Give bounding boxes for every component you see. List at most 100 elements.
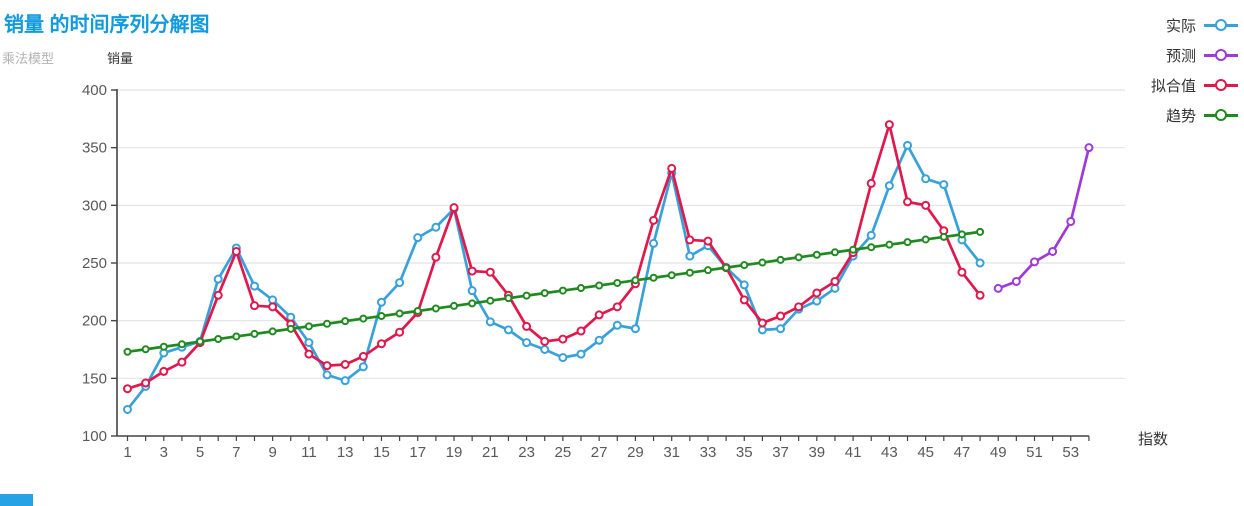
data-point-trend (703, 266, 712, 275)
x-tick-label: 27 (591, 444, 608, 461)
data-point-forecast (1030, 257, 1039, 267)
x-tick-label: 11 (301, 444, 317, 461)
data-point-fitted (159, 366, 169, 376)
data-point-actual (739, 280, 749, 290)
data-point-forecast (1066, 216, 1076, 226)
data-point-trend (812, 250, 821, 259)
data-point-trend (830, 248, 839, 257)
data-point-fitted (376, 339, 386, 349)
data-point-trend (450, 301, 459, 310)
data-point-actual (358, 362, 368, 372)
x-tick-label: 29 (627, 444, 644, 461)
data-point-trend (286, 324, 295, 333)
data-point-actual (485, 317, 495, 327)
x-tick-label: 25 (555, 444, 572, 461)
data-point-trend (268, 327, 277, 336)
data-point-fitted (358, 351, 368, 361)
data-point-fitted (213, 290, 223, 300)
data-point-trend (577, 284, 585, 293)
data-point-trend (214, 335, 223, 344)
data-point-trend (250, 329, 259, 338)
data-point-trend (413, 306, 422, 315)
x-tick-label: 33 (700, 444, 717, 461)
data-point-trend (558, 286, 567, 295)
data-point-fitted (340, 359, 350, 369)
data-point-fitted (522, 321, 532, 331)
data-point-trend (740, 261, 749, 270)
data-point-actual (558, 353, 568, 363)
data-point-trend (304, 322, 313, 331)
data-point-fitted (540, 336, 550, 346)
data-point-trend (341, 317, 350, 326)
x-tick-label: 17 (409, 444, 426, 461)
data-point-actual (903, 140, 913, 150)
data-point-fitted (304, 349, 314, 359)
chart-title: 销量 的时间序列分解图 (4, 14, 210, 36)
data-point-trend (885, 240, 894, 249)
data-point-trend (177, 340, 186, 349)
data-point-trend (522, 291, 531, 300)
data-point-trend (957, 230, 966, 239)
legend-item-forecast[interactable]: 预测 (1151, 40, 1238, 70)
data-point-trend (722, 263, 731, 272)
data-point-fitted (667, 163, 677, 173)
y-tick-label: 400 (82, 82, 107, 99)
data-point-forecast (1084, 143, 1094, 153)
data-point-trend (123, 347, 132, 356)
series-forecast (993, 143, 1094, 293)
data-point-fitted (884, 120, 894, 130)
x-tick-label: 19 (446, 444, 463, 461)
data-point-fitted (812, 288, 822, 298)
series-line-forecast (997, 147, 1091, 290)
data-point-fitted (794, 302, 804, 312)
data-point-trend (939, 232, 948, 241)
data-point-fitted (975, 290, 985, 300)
legend-label-actual: 实际 (1165, 17, 1196, 35)
data-point-trend (613, 278, 622, 287)
legend-item-fitted[interactable]: 拟合值 (1151, 70, 1238, 100)
x-tick-label: 49 (990, 444, 1007, 461)
legend-item-trend[interactable]: 趋势 (1151, 100, 1238, 130)
data-point-trend (468, 299, 477, 308)
data-point-trend (141, 345, 150, 354)
legend-item-actual[interactable]: 实际 (1151, 10, 1238, 40)
data-point-trend (232, 332, 241, 341)
data-point-fitted (866, 178, 876, 188)
data-point-trend (867, 243, 876, 252)
data-point-fitted (467, 266, 477, 276)
data-point-fitted (612, 302, 622, 312)
data-point-trend (685, 268, 694, 277)
data-point-fitted (249, 301, 259, 311)
series-line-actual (126, 144, 982, 411)
data-point-fitted (649, 215, 659, 225)
data-point-forecast (993, 283, 1003, 293)
legend: 实际预测拟合值 趋势 (1151, 10, 1238, 130)
data-point-trend (849, 245, 858, 254)
data-point-trend (504, 294, 513, 303)
data-point-fitted (830, 276, 840, 286)
data-point-fitted (231, 246, 241, 256)
data-point-actual (630, 324, 640, 334)
legend-marker-trend-icon (1204, 109, 1238, 121)
data-point-trend (486, 296, 495, 305)
data-point-fitted (558, 334, 568, 344)
data-point-actual (939, 180, 949, 190)
data-point-actual (921, 174, 931, 184)
x-tick-label: 3 (160, 444, 168, 461)
data-point-fitted (123, 384, 132, 394)
data-point-trend (323, 319, 332, 328)
legend-label-forecast: 预测 (1165, 47, 1196, 65)
data-point-actual (467, 286, 477, 296)
x-tick-label: 39 (808, 444, 825, 461)
data-point-forecast (1011, 276, 1021, 286)
y-tick-label: 150 (82, 370, 107, 387)
x-tick-label: 43 (881, 444, 898, 461)
x-tick-label: 53 (1062, 444, 1079, 461)
data-point-fitted (485, 267, 495, 277)
data-point-fitted (576, 326, 586, 336)
data-point-trend (667, 271, 676, 280)
data-point-fitted (449, 203, 459, 213)
data-point-trend (976, 227, 985, 236)
data-point-trend (903, 238, 912, 247)
data-point-actual (975, 258, 985, 268)
